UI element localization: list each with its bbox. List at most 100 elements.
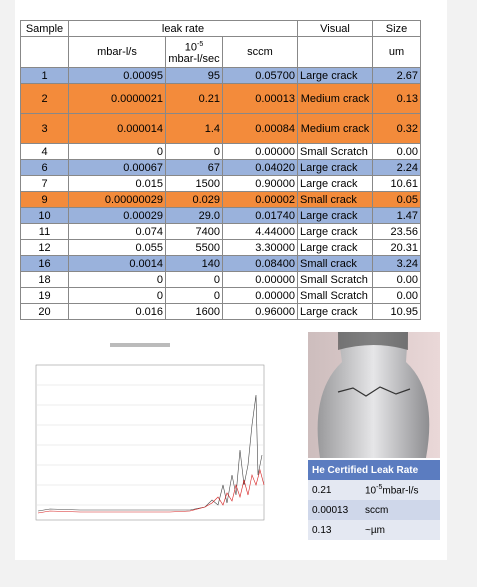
unit-exp: -5 (197, 40, 204, 48)
data-cell: 0.00000 (222, 143, 298, 160)
certified-row: 0.13 ~µm (308, 520, 440, 540)
data-cell: 140 (165, 255, 223, 272)
data-row: 19 0 0 0.00000 Small Scratch 0.00 (20, 287, 421, 304)
data-cell: 0 (68, 271, 166, 288)
data-cell: 0.96000 (222, 303, 298, 320)
photo (308, 332, 440, 458)
unit-base: 10 (184, 41, 197, 54)
data-row: 11 0.074 7400 4.44000 Large crack 23.56 (20, 223, 421, 240)
data-cell: 0.000014 (68, 113, 166, 144)
data-cell: 0.08400 (222, 255, 298, 272)
data-cell: 0.05 (372, 191, 421, 208)
certified-unit: sccm (361, 500, 440, 520)
data-cell: Large crack (297, 67, 373, 84)
data-cell: 0.32 (372, 113, 421, 144)
data-cell: Medium crack (297, 83, 373, 114)
certified-title: He Certified Leak Rate (308, 460, 440, 480)
unit-text: mbar-l/s (382, 485, 419, 497)
data-cell: Large crack (297, 303, 373, 320)
data-cell: 0.015 (68, 175, 166, 192)
data-cell: 10.95 (372, 303, 421, 320)
data-cell: 0.00000029 (68, 191, 166, 208)
data-cell: 23.56 (372, 223, 421, 240)
data-cell: 0.00095 (68, 67, 166, 84)
data-cell: 0.029 (165, 191, 223, 208)
certified-row: 0.21 10-5mbar-l/s (308, 480, 440, 500)
data-cell: 0.00013 (222, 83, 298, 114)
data-cell: 3.30000 (222, 239, 298, 256)
header-cell: Visual (297, 20, 373, 37)
chart-bg (20, 335, 272, 540)
data-cell: Small Scratch (297, 271, 373, 288)
data-cell: 0.00002 (222, 191, 298, 208)
data-cell: 95 (165, 67, 223, 84)
data-cell: 10 (20, 207, 69, 224)
data-cell: 0.074 (68, 223, 166, 240)
data-cell: 0.00029 (68, 207, 166, 224)
data-cell: Medium crack (297, 113, 373, 144)
data-cell: 6 (20, 159, 69, 176)
certified-unit: ~µm (361, 520, 440, 540)
data-cell: Large crack (297, 159, 373, 176)
data-cell: 0.00067 (68, 159, 166, 176)
unit-exp: -5 (376, 483, 383, 491)
data-cell: 1600 (165, 303, 223, 320)
data-row: 2 0.0000021 0.21 0.00013 Medium crack 0.13 (20, 83, 421, 114)
unit-cell: mbar-l/s (68, 36, 166, 68)
data-cell: 1.4 (165, 113, 223, 144)
data-row: 3 0.000014 1.4 0.00084 Medium crack 0.32 (20, 113, 421, 144)
data-cell: 0.00000 (222, 271, 298, 288)
data-cell: 0 (68, 143, 166, 160)
data-cell: 67 (165, 159, 223, 176)
data-cell: Large crack (297, 175, 373, 192)
data-row: 20 0.016 1600 0.96000 Large crack 10.95 (20, 303, 421, 320)
leak-table: Sample leak rate Visual Size mbar-l/s 10… (20, 20, 421, 320)
data-cell: 0.016 (68, 303, 166, 320)
trace-gray (37, 394, 263, 512)
data-cell: Large crack (297, 207, 373, 224)
certified-body: He Certified Leak Rate 0.21 10-5mbar-l/s 0… (308, 460, 440, 540)
header-row: Sample leak rate Visual Size (20, 20, 421, 37)
data-row: 1 0.00095 95 0.05700 Large crack 2.67 (20, 67, 421, 84)
data-cell: 0 (68, 287, 166, 304)
data-cell: 2.24 (372, 159, 421, 176)
data-cell: 0.05700 (222, 67, 298, 84)
header-cell: leak rate (68, 20, 298, 37)
data-cell: 0.00 (372, 271, 421, 288)
data-cell: 0 (165, 287, 223, 304)
vial (317, 332, 430, 458)
data-cell: 9 (20, 191, 69, 208)
unit-cell: sccm (222, 36, 298, 68)
plot-frame (35, 364, 265, 521)
unit-cell (20, 36, 69, 68)
data-cell: 2 (20, 83, 69, 114)
data-cell: 2.67 (372, 67, 421, 84)
data-row: 12 0.055 5500 3.30000 Large crack 20.31 (20, 239, 421, 256)
data-cell: Large crack (297, 239, 373, 256)
data-cell: 0.055 (68, 239, 166, 256)
data-cell: 0.90000 (222, 175, 298, 192)
data-cell: 0.13 (372, 83, 421, 114)
data-cell: Small Scratch (297, 143, 373, 160)
data-row: 7 0.015 1500 0.90000 Large crack 10.61 (20, 175, 421, 192)
certified-value: 0.00013 (308, 500, 361, 520)
certified-row: 0.00013 sccm (308, 500, 440, 520)
data-cell: 20 (20, 303, 69, 320)
data-cell: 4.44000 (222, 223, 298, 240)
data-cell: 4 (20, 143, 69, 160)
data-cell: 7 (20, 175, 69, 192)
title-placeholder (110, 343, 170, 347)
data-cell: 10.61 (372, 175, 421, 192)
unit-base: 10 (365, 485, 377, 497)
data-cell: 0.21 (165, 83, 223, 114)
data-row: 4 0 0 0.00000 Small Scratch 0.00 (20, 143, 421, 160)
data-cell: 1 (20, 67, 69, 84)
data-row: 9 0.00000029 0.029 0.00002 Small crack 0.05 (20, 191, 421, 208)
data-cell: 0.00000 (222, 287, 298, 304)
data-row: 18 0 0 0.00000 Small Scratch 0.00 (20, 271, 421, 288)
data-cell: 1500 (165, 175, 223, 192)
certified-table: He Certified Leak Rate 0.21 10-5mbar-l/s 0… (308, 460, 440, 540)
unit-text: mbar-l/sec (168, 53, 220, 66)
data-cell: 0 (165, 143, 223, 160)
